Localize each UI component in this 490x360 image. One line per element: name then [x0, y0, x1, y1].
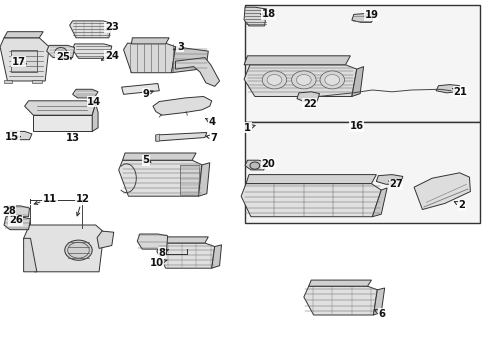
- Text: 3: 3: [174, 42, 184, 52]
- Polygon shape: [11, 50, 37, 72]
- Polygon shape: [414, 173, 470, 210]
- Circle shape: [55, 48, 67, 56]
- Text: 26: 26: [9, 215, 23, 225]
- Text: 8: 8: [158, 248, 169, 258]
- Text: 25: 25: [56, 52, 72, 62]
- Polygon shape: [157, 243, 215, 268]
- Polygon shape: [7, 131, 32, 140]
- Polygon shape: [436, 85, 460, 93]
- Polygon shape: [241, 184, 381, 217]
- Polygon shape: [175, 58, 220, 86]
- Circle shape: [296, 75, 311, 85]
- Text: 11: 11: [34, 194, 57, 204]
- Text: 14: 14: [87, 96, 101, 107]
- Text: 5: 5: [143, 155, 151, 165]
- Text: 17: 17: [12, 57, 26, 67]
- Polygon shape: [33, 115, 92, 131]
- Polygon shape: [156, 132, 207, 141]
- Polygon shape: [4, 80, 12, 83]
- Polygon shape: [372, 188, 387, 217]
- Polygon shape: [92, 104, 98, 131]
- Text: 19: 19: [364, 10, 378, 20]
- Text: 23: 23: [104, 22, 119, 32]
- Text: 28: 28: [2, 206, 16, 216]
- Circle shape: [65, 240, 92, 260]
- Polygon shape: [0, 38, 49, 81]
- Text: 22: 22: [303, 99, 317, 109]
- Polygon shape: [70, 21, 112, 38]
- Polygon shape: [244, 56, 350, 65]
- Text: 12: 12: [75, 194, 89, 216]
- Polygon shape: [245, 160, 267, 170]
- Circle shape: [325, 75, 340, 85]
- Polygon shape: [137, 234, 168, 249]
- Polygon shape: [131, 38, 169, 44]
- Polygon shape: [198, 163, 210, 196]
- Polygon shape: [180, 166, 200, 195]
- Polygon shape: [5, 206, 29, 217]
- Polygon shape: [123, 43, 175, 73]
- Polygon shape: [246, 175, 376, 184]
- Text: 27: 27: [389, 179, 403, 189]
- Polygon shape: [244, 7, 267, 26]
- Polygon shape: [153, 96, 212, 115]
- Polygon shape: [161, 237, 208, 243]
- Polygon shape: [122, 153, 196, 160]
- Text: 18: 18: [261, 9, 276, 19]
- Text: 7: 7: [206, 132, 218, 143]
- Circle shape: [320, 71, 344, 89]
- Text: 1: 1: [244, 123, 255, 133]
- Polygon shape: [32, 80, 42, 83]
- Polygon shape: [24, 101, 96, 115]
- Text: 15: 15: [5, 132, 20, 142]
- Text: 21: 21: [453, 87, 467, 97]
- Text: 6: 6: [374, 309, 386, 319]
- Polygon shape: [172, 47, 208, 73]
- Polygon shape: [373, 288, 385, 315]
- Bar: [245, 122, 480, 223]
- Text: 16: 16: [350, 121, 364, 131]
- Polygon shape: [212, 245, 221, 268]
- Polygon shape: [244, 65, 357, 96]
- Text: 2: 2: [454, 200, 465, 210]
- Text: 9: 9: [143, 89, 153, 99]
- Polygon shape: [352, 67, 364, 96]
- Polygon shape: [156, 134, 159, 141]
- Polygon shape: [4, 217, 30, 230]
- Polygon shape: [97, 231, 114, 248]
- Circle shape: [250, 162, 260, 169]
- Polygon shape: [297, 92, 319, 102]
- Polygon shape: [73, 44, 112, 58]
- Polygon shape: [4, 32, 43, 38]
- Polygon shape: [24, 225, 104, 272]
- Text: 4: 4: [206, 117, 216, 127]
- Circle shape: [262, 71, 287, 89]
- Polygon shape: [24, 238, 37, 272]
- Text: 10: 10: [150, 258, 167, 268]
- Circle shape: [267, 75, 282, 85]
- Circle shape: [292, 71, 316, 89]
- Polygon shape: [309, 280, 371, 286]
- Polygon shape: [376, 175, 403, 184]
- Text: 20: 20: [262, 159, 275, 169]
- Polygon shape: [352, 14, 373, 22]
- Text: 13: 13: [66, 132, 79, 143]
- Polygon shape: [73, 89, 98, 98]
- Polygon shape: [119, 160, 202, 196]
- Polygon shape: [122, 84, 159, 94]
- Polygon shape: [304, 286, 377, 315]
- Polygon shape: [47, 45, 74, 58]
- Text: 24: 24: [101, 51, 119, 61]
- Bar: [245, 5, 480, 122]
